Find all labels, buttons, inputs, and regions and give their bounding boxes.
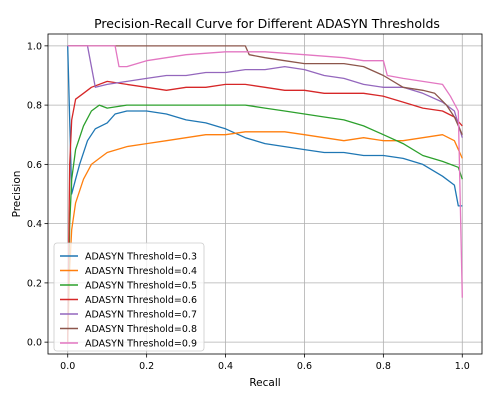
legend-label-1: ADASYN Threshold=0.3 <box>85 252 197 263</box>
x-tick-label: 0.6 <box>297 361 312 372</box>
series-line-5 <box>67 45 463 138</box>
x-tick-label: 1.0 <box>455 361 470 372</box>
legend-label-4: ADASYN Threshold=0.6 <box>85 295 197 306</box>
series-line-7 <box>67 45 463 298</box>
legend-label-7: ADASYN Threshold=0.9 <box>85 339 197 350</box>
y-tick-label: 0.2 <box>27 278 42 289</box>
series-line-4 <box>67 80 463 343</box>
chart-title: Precision-Recall Curve for Different ADA… <box>94 16 440 31</box>
y-tick-label: 0.4 <box>27 219 42 230</box>
y-tick-label: 0.0 <box>27 338 42 349</box>
y-tick-label: 0.8 <box>27 101 42 112</box>
x-tick-label: 0.8 <box>376 361 391 372</box>
legend-label-2: ADASYN Threshold=0.4 <box>85 266 197 277</box>
series-lines <box>67 45 463 343</box>
series-line-3 <box>67 104 463 343</box>
x-tick-label: 0.2 <box>139 361 154 372</box>
x-tick-label: 0.0 <box>60 361 75 372</box>
legend: ADASYN Threshold=0.3 ADASYN Threshold=0.4… <box>53 242 205 352</box>
legend-label-6: ADASYN Threshold=0.8 <box>85 324 197 335</box>
y-tick-label: 0.6 <box>27 160 42 171</box>
legend-box <box>53 242 205 352</box>
y-tick-label: 1.0 <box>27 41 42 52</box>
axis-ticks: 0.0 0.2 0.4 0.6 0.8 1.0 0.0 0.2 0.4 0.6 0.8 1.0 <box>27 41 470 372</box>
x-tick-label: 0.4 <box>218 361 233 372</box>
legend-label-3: ADASYN Threshold=0.5 <box>85 281 197 292</box>
x-axis-label: Recall <box>249 377 280 389</box>
legend-label-5: ADASYN Threshold=0.7 <box>85 310 197 321</box>
y-axis-label: Precision <box>11 171 23 218</box>
plot-frame <box>47 33 483 355</box>
